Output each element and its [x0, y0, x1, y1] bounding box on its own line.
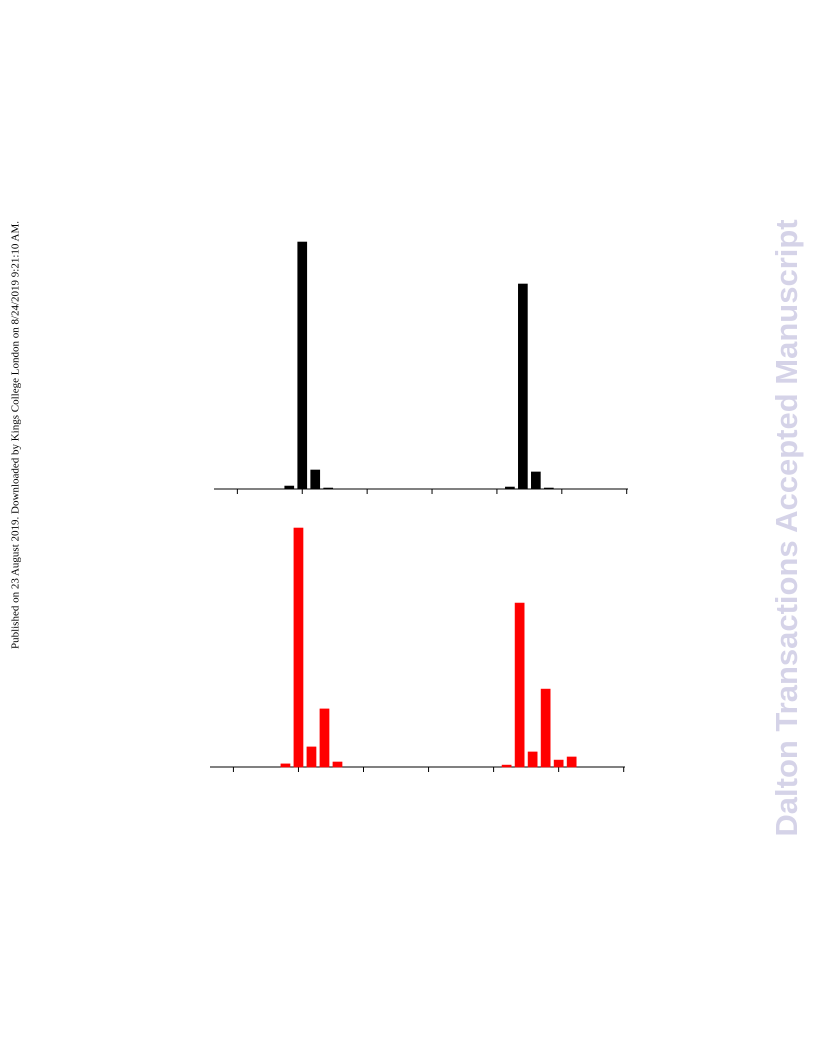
bar [323, 487, 334, 490]
bar [543, 487, 554, 490]
bar [306, 746, 317, 768]
bar [280, 763, 291, 768]
bar [501, 764, 512, 768]
bar [284, 485, 295, 490]
bar [310, 469, 321, 490]
published-note: Published on 23 August 2019. Downloaded … [10, 221, 22, 649]
bar [540, 688, 551, 768]
bar [293, 527, 304, 768]
bar [518, 283, 528, 490]
bar [566, 756, 577, 768]
watermark: Dalton Transactions Accepted Manuscript [769, 219, 804, 836]
bar [297, 241, 308, 490]
bar [527, 751, 538, 768]
bar [505, 486, 515, 490]
bar [531, 471, 541, 490]
bar [553, 759, 564, 768]
bar [319, 708, 330, 768]
bar [514, 602, 525, 768]
bar [332, 761, 343, 768]
